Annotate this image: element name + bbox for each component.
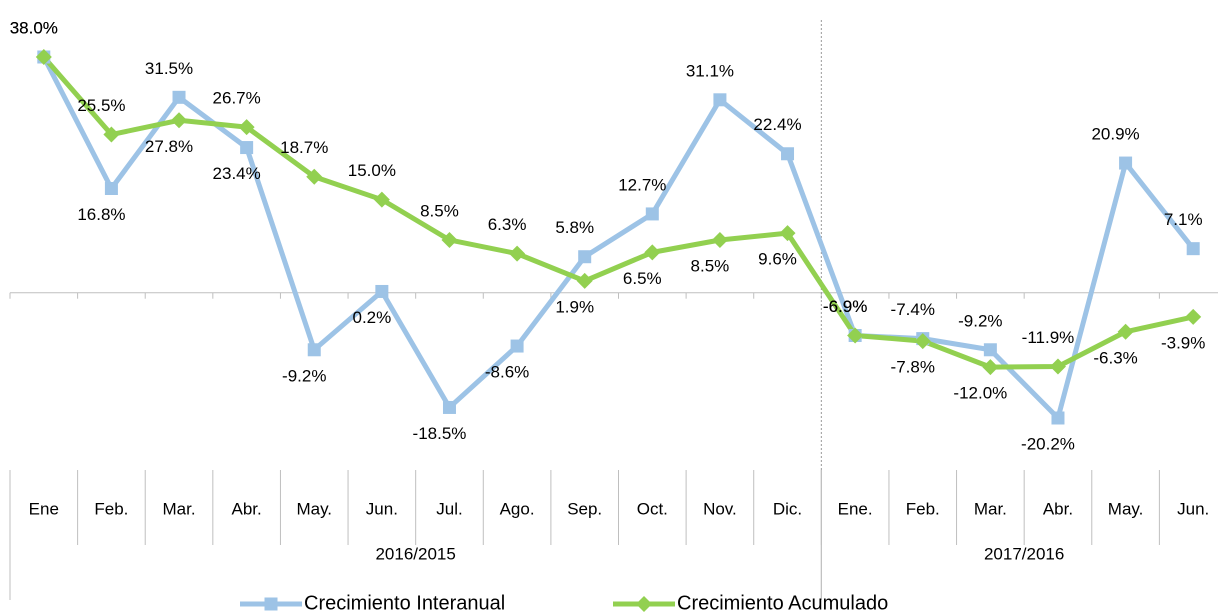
x-tick-label: Ago. [500,499,535,518]
data-label: 20.9% [1091,125,1139,144]
data-label: 7.1% [1164,210,1203,229]
data-label: 26.7% [213,89,261,108]
data-label: -12.0% [953,384,1007,403]
marker [1185,308,1202,325]
data-label: 6.5% [623,269,662,288]
data-label: 18.7% [280,138,328,157]
data-label: 16.8% [77,205,125,224]
data-label: 38.0% [10,18,58,37]
series-line [41,55,1194,370]
group-label: 2017/2016 [984,544,1064,563]
marker [847,327,864,344]
x-tick-label: May. [296,499,332,518]
data-label: 9.6% [758,250,797,269]
marker [441,231,458,248]
marker [1051,411,1065,425]
marker [982,359,999,376]
data-label: -3.9% [1161,333,1205,352]
marker [1119,156,1133,170]
x-tick-label: Jun. [1177,499,1209,518]
data-label: 31.5% [145,59,193,78]
x-tick-label: Mar. [974,499,1007,518]
data-label: -11.9% [1022,328,1075,347]
marker [644,244,661,261]
marker [983,343,997,357]
data-label: 22.4% [753,115,801,134]
data-label: -9.2% [958,311,1002,330]
marker [1049,358,1066,375]
x-tick-label: Feb. [94,499,128,518]
data-label: 8.5% [420,201,459,220]
marker [264,597,278,611]
x-tick-label: Sep. [567,499,602,518]
data-label: -18.5% [413,424,467,443]
x-tick-label: Oct. [637,499,668,518]
x-tick-label: Abr. [232,499,262,518]
data-label: -8.6% [485,363,529,382]
marker [238,119,255,136]
marker [103,126,120,143]
data-label: 27.8% [145,137,193,156]
marker [711,231,728,248]
data-label: -20.2% [1021,434,1075,453]
marker [307,343,321,357]
data-label: 5.8% [555,218,594,237]
x-tick-label: Dic. [773,499,802,518]
data-label: -6.9% [823,297,867,316]
marker [1117,323,1134,340]
x-tick-label: Nov. [703,499,737,518]
group-label: 2016/2015 [375,544,455,563]
x-tick-label: Ene. [838,499,873,518]
x-tick-label: Ene [29,499,59,518]
data-label: 0.2% [352,308,391,327]
marker [35,49,52,65]
marker [104,181,118,195]
data-label: 38.0% [10,18,58,37]
marker [781,147,795,161]
data-label: -6.9% [823,297,867,316]
marker [306,168,323,185]
marker [636,596,652,612]
x-tick-label: Feb. [906,499,940,518]
marker [172,90,186,104]
data-label: -9.2% [282,366,326,385]
data-label: 6.3% [488,215,527,234]
x-tick-label: Jul. [436,499,462,518]
marker [1186,242,1200,256]
data-label: 8.5% [691,256,730,275]
marker [442,400,456,414]
legend-label: Crecimiento Acumulado [677,592,888,614]
data-label: -7.4% [891,300,935,319]
marker [576,272,593,289]
marker [171,112,188,129]
marker [375,284,389,298]
marker [914,333,931,350]
marker [779,225,796,242]
data-label: 15.0% [348,161,396,180]
marker [510,339,524,353]
marker [578,250,592,264]
data-label: 25.5% [77,96,125,115]
marker [645,207,659,221]
data-label: -7.8% [891,358,935,377]
x-tick-label: Jun. [366,499,398,518]
data-label: -6.3% [1093,348,1137,367]
marker [509,245,526,262]
data-label: 1.9% [555,297,594,316]
x-tick-label: May. [1108,499,1144,518]
x-tick-label: Mar. [162,499,195,518]
data-label: 12.7% [618,175,666,194]
marker [373,191,390,208]
marker [240,141,254,155]
marker [713,93,727,107]
data-label: 31.1% [686,61,734,80]
legend-label: Crecimiento Interanual [304,592,505,614]
data-label: 23.4% [213,164,261,183]
series-line [41,55,1196,421]
x-tick-label: Abr. [1043,499,1073,518]
